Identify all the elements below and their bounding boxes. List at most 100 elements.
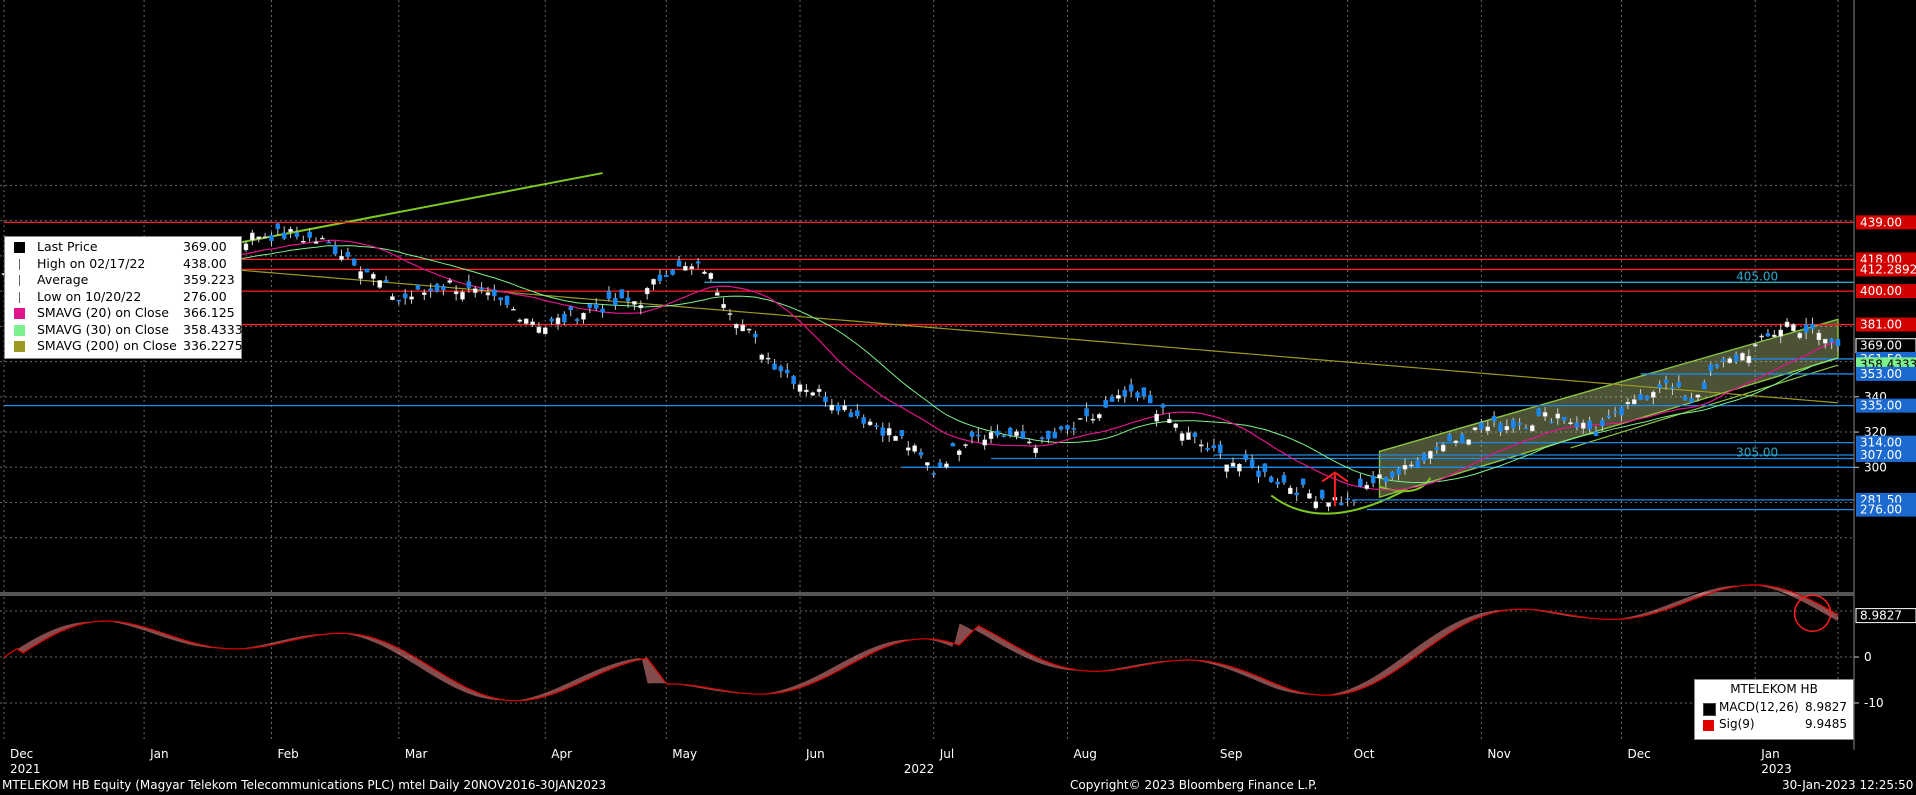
candle-body xyxy=(944,463,949,468)
candle-body xyxy=(848,412,854,417)
candle-body xyxy=(1339,502,1344,506)
sma-30-line xyxy=(3,245,1839,483)
candle-body xyxy=(472,288,478,293)
signal-value: 9.9485 xyxy=(1805,717,1847,731)
candle-body xyxy=(1007,428,1013,436)
candle-body xyxy=(1670,386,1675,389)
candle-body xyxy=(1472,427,1478,431)
price-label-text: 400.00 xyxy=(1860,284,1902,298)
candle-body xyxy=(1288,487,1293,495)
candle-body xyxy=(377,280,382,288)
candle-body xyxy=(422,292,427,295)
candle-body xyxy=(778,366,784,372)
candle-body xyxy=(1383,477,1389,482)
candle-body xyxy=(250,232,255,241)
legend-label: High on 02/17/22 xyxy=(37,255,146,271)
legend-value: 438.00 xyxy=(183,255,227,271)
candle-body xyxy=(1351,499,1357,502)
candle-body xyxy=(1186,432,1191,440)
price-label-text: 369.00 xyxy=(1860,339,1902,353)
candle-body xyxy=(1797,333,1803,338)
candle-body xyxy=(1205,448,1210,451)
y-axis-tick-label: 320 xyxy=(1864,425,1887,439)
candle-body xyxy=(1657,384,1662,389)
candle-body xyxy=(1593,431,1599,437)
y-axis-tick-label: 300 xyxy=(1864,460,1887,474)
candle-body xyxy=(441,285,446,290)
x-axis-month-label: Aug xyxy=(1073,747,1096,761)
price-label-text: 439.00 xyxy=(1860,215,1902,229)
candle-body xyxy=(1358,478,1363,487)
candle-body xyxy=(867,421,873,426)
candle-body xyxy=(657,274,663,282)
candle-body xyxy=(1097,414,1102,419)
candle-body xyxy=(1198,444,1204,447)
candle-body xyxy=(727,313,733,315)
x-axis-month-label: Jan xyxy=(149,747,169,761)
candle-body xyxy=(925,462,930,466)
candle-body xyxy=(364,268,370,273)
candle-body xyxy=(485,292,491,296)
candle-body xyxy=(504,295,510,305)
candle-body xyxy=(1128,384,1134,392)
legend-value: 276.00 xyxy=(183,288,227,304)
price-label-box xyxy=(1856,317,1916,332)
candle-body xyxy=(269,235,274,241)
candle-body xyxy=(313,241,319,244)
candle-body xyxy=(1033,447,1038,454)
candle-body xyxy=(1682,396,1688,401)
candle-body xyxy=(281,232,287,239)
candle-body xyxy=(785,369,790,374)
square-icon xyxy=(14,341,25,352)
candle-body xyxy=(593,304,599,309)
candle-body xyxy=(1727,358,1732,363)
candle-body xyxy=(1625,402,1631,405)
candle-body xyxy=(1154,413,1159,422)
inline-level-label: 305.00 xyxy=(1736,445,1778,459)
candle-body xyxy=(912,445,917,452)
footer-security: MTELEKOM HB Equity (Magyar Telekom Telec… xyxy=(2,778,607,792)
x-axis-month-label: Oct xyxy=(1354,747,1375,761)
candle-body xyxy=(1829,338,1834,343)
candle-body xyxy=(262,236,268,239)
candle-body xyxy=(307,231,312,238)
x-axis-year-label: 2022 xyxy=(904,762,935,776)
candle-body xyxy=(1415,460,1420,468)
candle-body xyxy=(606,291,612,299)
candle-body xyxy=(1249,459,1255,468)
candle-body xyxy=(1402,465,1408,470)
candle-body xyxy=(1077,418,1083,420)
candle-body xyxy=(1491,415,1497,422)
candle-body xyxy=(1740,353,1745,361)
price-label-text: 276.00 xyxy=(1860,503,1902,517)
high-marker-icon xyxy=(19,258,21,270)
legend-row: SMAVG (20) on Close 366.125 xyxy=(5,305,241,321)
candle-body xyxy=(1103,400,1108,408)
price-label-box xyxy=(1856,262,1916,277)
candle-body xyxy=(351,258,357,266)
x-axis-year-label: 2023 xyxy=(1761,762,1792,776)
candle-body xyxy=(886,428,892,436)
candle-body xyxy=(574,319,580,321)
candle-body xyxy=(1803,324,1809,333)
candle-body xyxy=(1058,426,1064,430)
candle-body xyxy=(835,405,841,412)
candle-body xyxy=(549,318,554,322)
macd-value-text: 8.9827 xyxy=(1860,609,1902,623)
candle-body xyxy=(1294,492,1299,496)
candle-body xyxy=(1307,493,1312,499)
candle-body xyxy=(332,245,338,255)
legend-label: SMAVG (30) on Close xyxy=(37,321,169,337)
macd-value: 8.9827 xyxy=(1805,700,1847,714)
candle-body xyxy=(1224,464,1229,472)
candle-body xyxy=(256,236,261,240)
candle-body xyxy=(1823,338,1828,344)
macd-axis-tick-label: 0 xyxy=(1864,650,1872,664)
candle-body xyxy=(1721,358,1726,362)
candle-body xyxy=(511,308,516,311)
legend-row: SMAVG (200) on Close 336.2275 xyxy=(5,338,243,354)
signal-line xyxy=(3,584,1839,702)
candle-body xyxy=(829,404,835,411)
x-axis-month-label: Sep xyxy=(1220,747,1243,761)
candle-body xyxy=(1453,440,1459,443)
